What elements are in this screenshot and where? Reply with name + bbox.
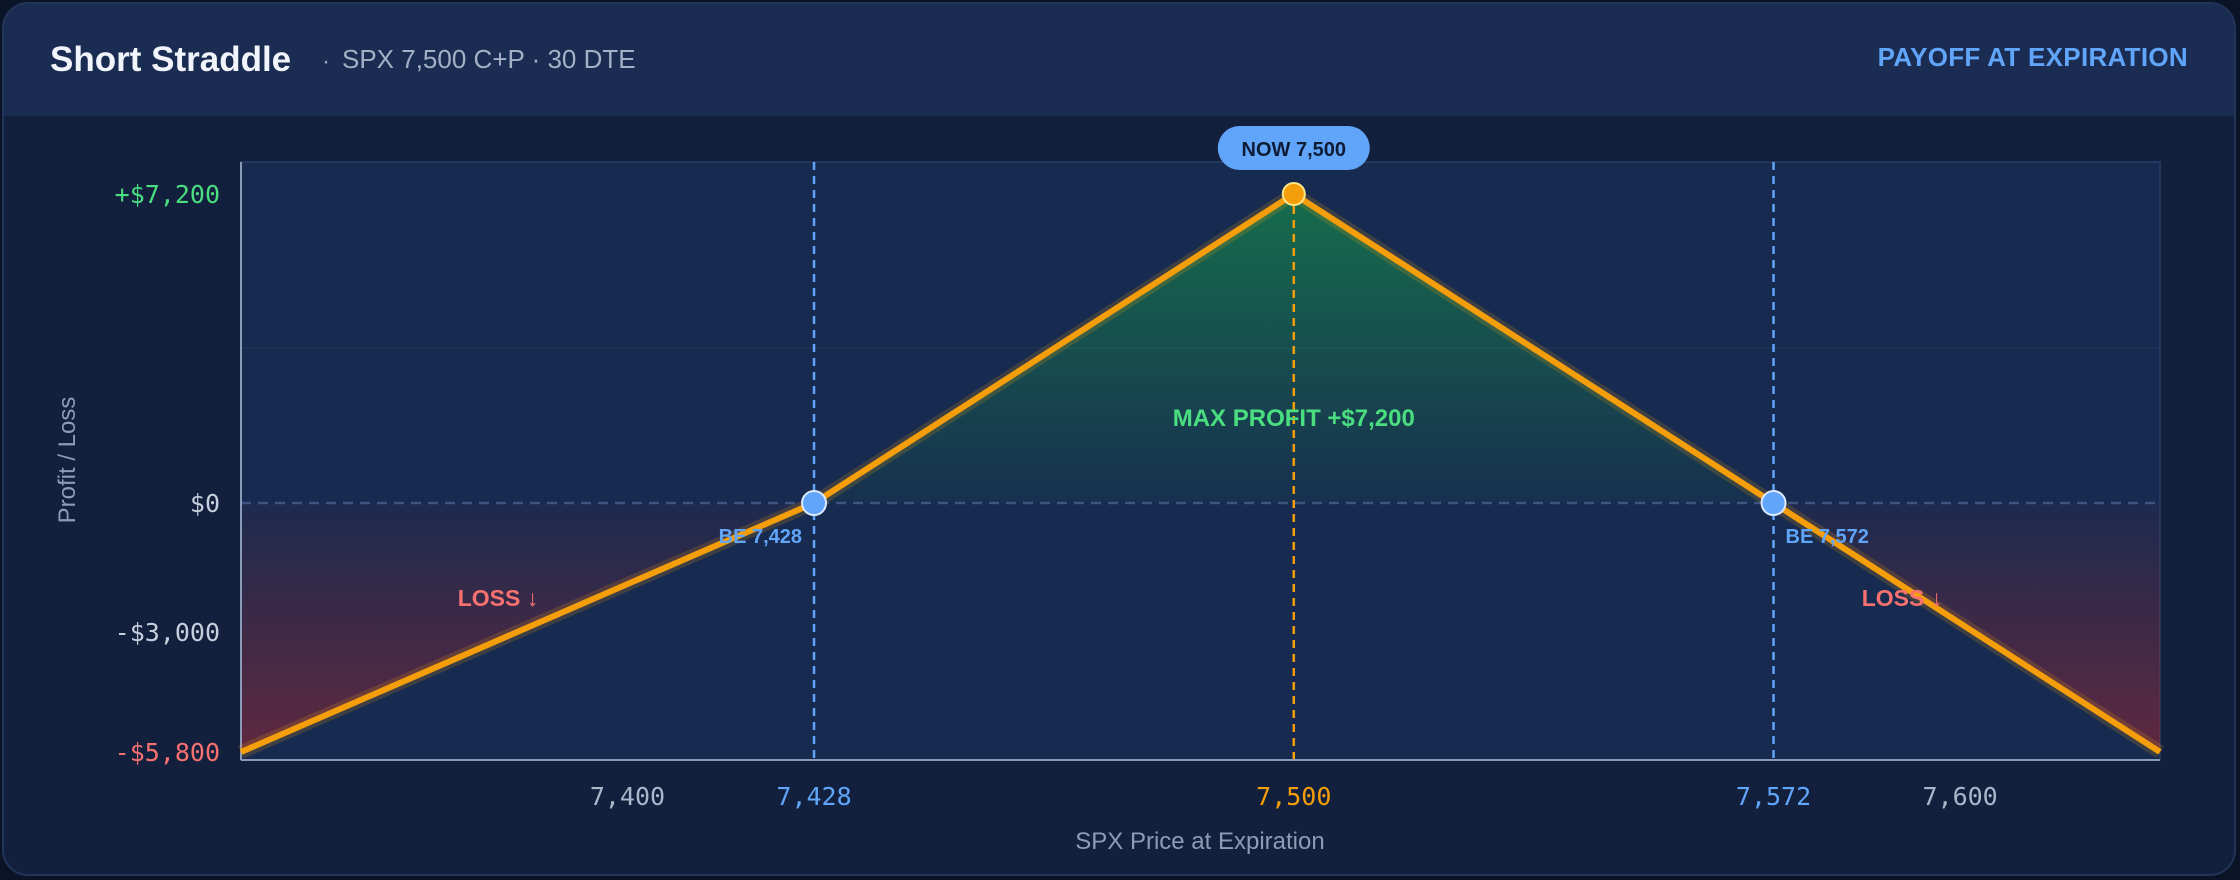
max-profit-point xyxy=(1281,182,1306,206)
y-tick-label: $0 xyxy=(190,489,220,518)
now-price-pill xyxy=(1217,126,1370,170)
breakeven-label: BE 7,572 xyxy=(1786,526,1869,548)
max-profit-value: +$7,200 xyxy=(1327,405,1414,432)
loss-area-left xyxy=(241,503,815,760)
max-profit-prefix: MAX PROFIT xyxy=(1173,405,1328,432)
x-tick-label: 7,500 xyxy=(1256,782,1331,811)
strategy-title: Short Straddle xyxy=(50,40,292,79)
y-axis-title: Profit / Loss xyxy=(54,397,81,524)
y-tick-label: -$3,000 xyxy=(115,618,220,647)
x-axis-title: SPX Price at Expiration xyxy=(1075,828,1324,855)
loss-label-right: LOSS ↓ xyxy=(1862,585,1943,611)
strategy-subtitle: SPX 7,500 C+P · 30 DTE xyxy=(342,44,636,74)
y-tick-label: -$5,800 xyxy=(115,738,220,767)
x-tick-label: 7,600 xyxy=(1922,782,1997,811)
loss-area-right xyxy=(1773,503,2160,760)
x-tick-label: 7,400 xyxy=(590,782,665,811)
payoff-tag: PAYOFF AT EXPIRATION xyxy=(1877,42,2188,72)
max-profit-annotation: MAX PROFIT +$7,200 xyxy=(1173,405,1415,432)
x-tick-label: 7,428 xyxy=(776,782,851,811)
title-separator: · xyxy=(322,48,330,75)
breakeven-point xyxy=(1760,490,1787,517)
y-tick-label: +$7,200 xyxy=(115,180,220,209)
now-price-label: NOW 7,500 xyxy=(1242,139,1346,161)
card-header: Short Straddle · SPX 7,500 C+P · 30 DTE … xyxy=(4,4,2234,118)
x-tick-label: 7,572 xyxy=(1736,782,1811,811)
loss-label-left: LOSS ↓ xyxy=(458,585,539,611)
breakeven-point xyxy=(801,490,828,517)
breakeven-label: BE 7,428 xyxy=(719,526,802,548)
